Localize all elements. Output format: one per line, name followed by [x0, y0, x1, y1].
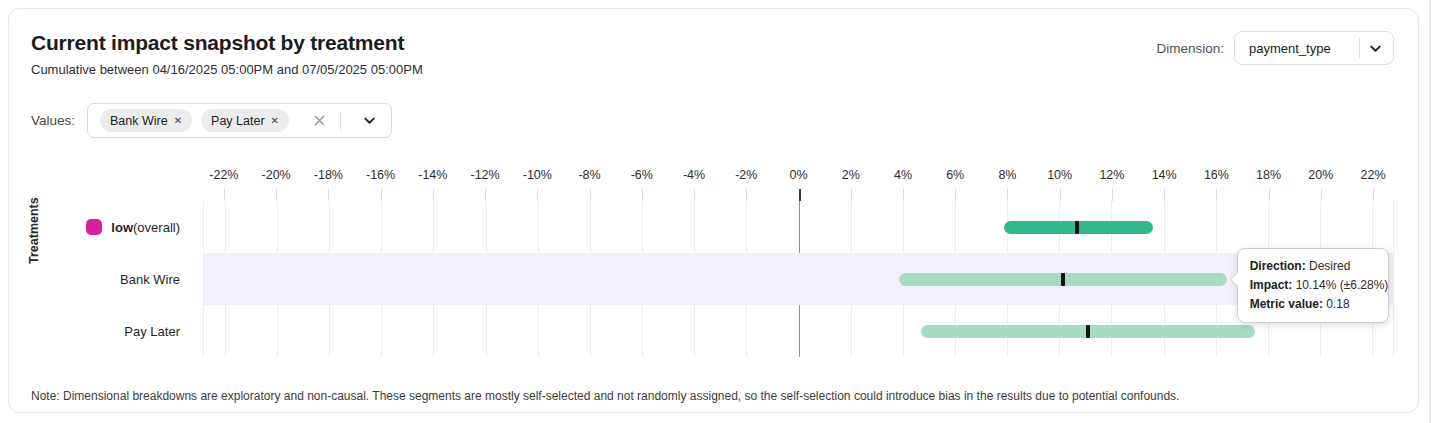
x-tickmark — [1373, 189, 1374, 201]
value-chip-bank-wire[interactable]: Bank Wire ✕ — [100, 109, 192, 132]
x-tickmark — [1269, 189, 1270, 201]
chevron-down-icon[interactable] — [358, 113, 381, 128]
clear-all-icon[interactable] — [312, 113, 327, 128]
x-tick-label: -16% — [366, 168, 395, 182]
x-tickmark — [381, 189, 382, 201]
plot-area: Direction: Desired Impact: 10.14% (±6.28… — [203, 201, 1394, 357]
adjacent-panel-edge — [1429, 0, 1431, 423]
x-tickmark — [433, 189, 434, 201]
x-tick-label: 8% — [998, 168, 1016, 182]
value-chip-pay-later[interactable]: Pay Later ✕ — [201, 109, 289, 132]
dimension-selector: Dimension: payment_type — [1156, 31, 1394, 65]
x-tick-label: 18% — [1256, 168, 1281, 182]
x-tickmark — [590, 189, 591, 201]
treatment-row-label: Bank Wire — [57, 253, 203, 305]
x-tick-label: 4% — [894, 168, 912, 182]
x-tickmark — [1216, 189, 1217, 201]
x-tickmark — [1007, 189, 1008, 201]
x-axis-ticks — [203, 189, 1394, 201]
x-tick-label: 14% — [1152, 168, 1177, 182]
x-tick-label: -10% — [523, 168, 552, 182]
dimension-label: Dimension: — [1156, 41, 1224, 56]
x-tickmark — [799, 189, 801, 201]
x-tickmark — [1164, 189, 1165, 201]
x-tick-label: -2% — [735, 168, 757, 182]
x-tickmark — [955, 189, 956, 201]
treatment-row-label: Pay Later — [57, 305, 203, 357]
select-divider — [340, 111, 341, 131]
x-tick-label: 20% — [1308, 168, 1333, 182]
x-tick-label: 12% — [1099, 168, 1124, 182]
x-tick-label: -4% — [683, 168, 705, 182]
x-tick-label: -14% — [418, 168, 447, 182]
x-tick-label: 22% — [1361, 168, 1386, 182]
x-tickmark — [485, 189, 486, 201]
x-tick-label: -6% — [631, 168, 653, 182]
select-divider — [1359, 38, 1360, 58]
x-tickmark — [276, 189, 277, 201]
tooltip-metric-line: Metric value: 0.18 — [1250, 295, 1376, 314]
dimension-selected-value: payment_type — [1249, 41, 1359, 56]
chart-tooltip: Direction: Desired Impact: 10.14% (±6.28… — [1237, 248, 1389, 323]
x-tick-label: -12% — [470, 168, 499, 182]
dimension-select-dropdown[interactable]: payment_type — [1234, 31, 1394, 65]
treatment-labels-column: low (overall)Bank WirePay Later — [57, 201, 203, 357]
x-tick-label: 16% — [1204, 168, 1229, 182]
treatment-row-label: low (overall) — [57, 201, 203, 253]
x-tick-label: -18% — [314, 168, 343, 182]
x-tick-label: -20% — [262, 168, 291, 182]
x-tickmark — [903, 189, 904, 201]
impact-chart: Treatments -22%-20%-18%-16%-14%-12%-10%-… — [31, 168, 1396, 357]
chevron-down-icon — [1368, 41, 1383, 56]
x-tickmark — [1060, 189, 1061, 201]
x-axis-labels: -22% -20% -18% -16% -14% -12% -10% -8% -6% -4% -2%… — [203, 168, 1394, 185]
y-axis-title: Treatments — [27, 197, 41, 264]
x-tickmark — [642, 189, 643, 201]
impact-center-marker — [1075, 221, 1079, 234]
x-tickmark — [537, 189, 538, 201]
impact-center-marker — [1061, 273, 1065, 286]
values-filter-row: Values: Bank Wire ✕ Pay Later ✕ — [31, 103, 1396, 138]
treatment-color-swatch — [86, 219, 102, 235]
values-multiselect[interactable]: Bank Wire ✕ Pay Later ✕ — [87, 103, 392, 138]
tooltip-direction-line: Direction: Desired — [1250, 257, 1376, 276]
chip-remove-icon[interactable]: ✕ — [174, 116, 182, 126]
tooltip-impact-line: Impact: 10.14% (±6.28%) — [1250, 276, 1376, 295]
chip-label: Bank Wire — [110, 114, 168, 128]
x-tickmark — [694, 189, 695, 201]
chip-remove-icon[interactable]: ✕ — [271, 116, 279, 126]
non-causal-note: Note: Dimensional breakdowns are explora… — [31, 389, 1396, 403]
x-tickmark — [224, 189, 225, 201]
impact-center-marker — [1086, 325, 1090, 338]
x-tickmark — [851, 189, 852, 201]
x-tick-label: 10% — [1047, 168, 1072, 182]
x-tick-label: 2% — [842, 168, 860, 182]
chip-label: Pay Later — [211, 114, 265, 128]
x-tick-label: -8% — [578, 168, 600, 182]
x-tickmark — [1321, 189, 1322, 201]
x-tickmark — [328, 189, 329, 201]
x-tick-label: -22% — [209, 168, 238, 182]
impact-snapshot-card: Current impact snapshot by treatment Cum… — [8, 8, 1419, 413]
x-tickmark — [746, 189, 747, 201]
x-tick-label: 6% — [946, 168, 964, 182]
x-tickmark — [1112, 189, 1113, 201]
values-label: Values: — [31, 113, 75, 128]
x-tick-label: 0% — [789, 168, 807, 182]
